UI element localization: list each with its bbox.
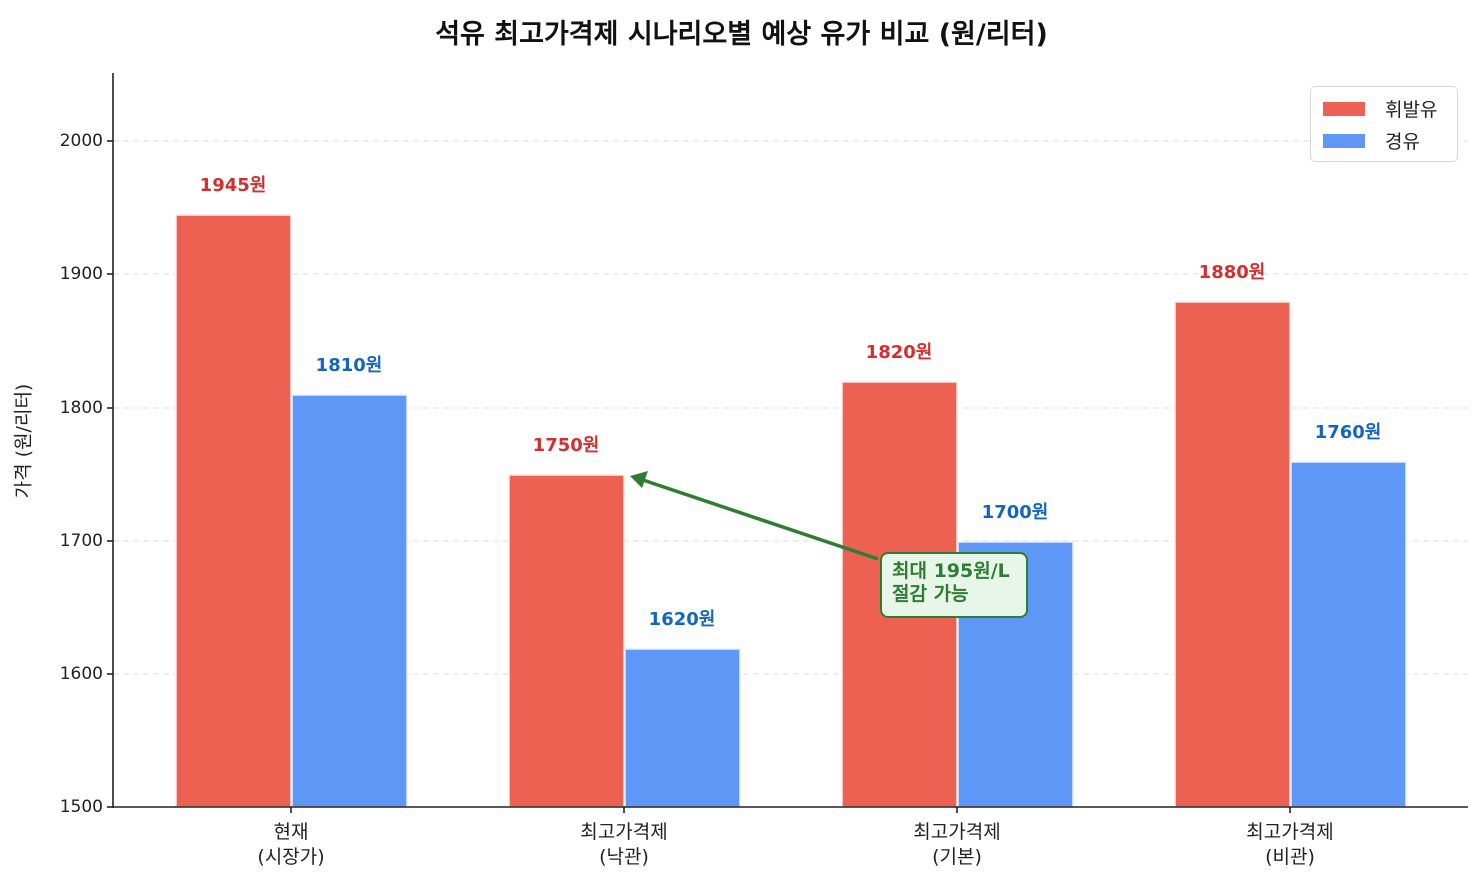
x-tick-base: 최고가격제 (기본) bbox=[913, 821, 1001, 868]
annotation-line-2: 절감 가능 bbox=[892, 583, 969, 605]
diesel-swatch-icon bbox=[1323, 133, 1365, 148]
x-tick-optimistic: 최고가격제 (낙관) bbox=[580, 821, 668, 868]
label-gasoline-optimistic: 1750원 bbox=[532, 435, 600, 456]
y-tick-1800: 1800 bbox=[59, 398, 103, 418]
legend-label-diesel: 경유 bbox=[1385, 131, 1420, 153]
chart-title: 석유 최고가격제 시나리오별 예상 유가 비교 (원/리터) bbox=[435, 19, 1048, 50]
label-diesel-optimistic: 1620원 bbox=[648, 609, 716, 630]
savings-annotation: 최대 195원/L 절감 가능 bbox=[880, 552, 1028, 618]
y-tick-2000: 2000 bbox=[59, 131, 103, 151]
label-diesel-pessimistic: 1760원 bbox=[1314, 422, 1382, 443]
label-gasoline-pessimistic: 1880원 bbox=[1198, 262, 1266, 283]
y-tick-1500: 1500 bbox=[59, 797, 103, 817]
gasoline-swatch-icon bbox=[1323, 101, 1365, 116]
label-diesel-base: 1700원 bbox=[981, 502, 1049, 523]
label-gasoline-current: 1945원 bbox=[199, 175, 267, 196]
label-diesel-current: 1810원 bbox=[315, 355, 383, 376]
legend: 휘발유 경유 bbox=[1310, 86, 1458, 162]
bar-gasoline-pessimistic bbox=[1174, 301, 1291, 808]
label-gasoline-base: 1820원 bbox=[865, 342, 933, 363]
bar-gasoline-current bbox=[175, 214, 292, 808]
y-tick-1900: 1900 bbox=[59, 264, 103, 284]
bar-diesel-current bbox=[291, 394, 408, 808]
y-tick-1600: 1600 bbox=[59, 664, 103, 684]
legend-label-gasoline: 휘발유 bbox=[1385, 99, 1438, 121]
legend-item-diesel: 경유 bbox=[1323, 127, 1420, 154]
annotation-line-1: 최대 195원/L bbox=[892, 560, 1010, 582]
bar-gasoline-optimistic bbox=[508, 474, 625, 808]
legend-item-gasoline: 휘발유 bbox=[1323, 95, 1437, 122]
bar-diesel-pessimistic bbox=[1290, 461, 1407, 808]
bar-diesel-optimistic bbox=[624, 648, 741, 808]
annotation-arrow bbox=[630, 471, 879, 561]
y-tick-1700: 1700 bbox=[59, 531, 103, 551]
x-tick-pessimistic: 최고가격제 (비관) bbox=[1246, 821, 1334, 868]
x-tick-current: 현재 (시장가) bbox=[257, 821, 325, 868]
